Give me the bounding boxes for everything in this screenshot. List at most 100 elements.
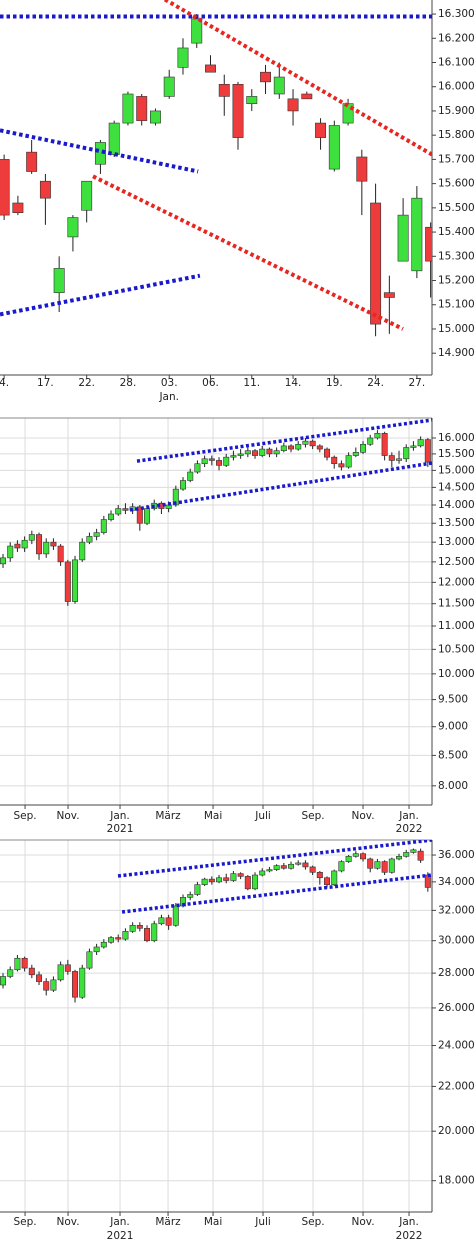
candle-body (122, 508, 129, 511)
candle-body (0, 976, 7, 986)
candle-body (403, 852, 410, 857)
candle-body (12, 202, 24, 213)
candle-body (86, 951, 93, 969)
candle-body (397, 214, 409, 262)
x-tick-label: 27. (409, 377, 426, 389)
y-tick-label: 12.500 (438, 556, 475, 568)
candle-body (246, 96, 258, 104)
trendline (0, 128, 199, 174)
candle-body (352, 451, 359, 456)
candle-body (273, 450, 280, 455)
candle-body (230, 455, 237, 458)
candle-body (260, 71, 271, 83)
candle-body (39, 180, 51, 199)
candle-body (374, 433, 381, 439)
candle-body (194, 463, 201, 473)
y-tick-label: 26.000 (438, 1002, 475, 1014)
x-tick-label: Sep. (13, 810, 36, 822)
trendline (0, 273, 201, 317)
candle-body (266, 869, 273, 872)
candle-body (396, 458, 403, 461)
candle-body (115, 937, 122, 940)
candle-body (129, 924, 136, 932)
candle-body (79, 541, 86, 561)
y-tick-label: 8.000 (438, 780, 468, 792)
candle-body (230, 873, 237, 881)
candle-body (122, 931, 129, 940)
candle-body (302, 440, 309, 445)
candle-body (410, 849, 417, 853)
candle-body (100, 941, 107, 948)
x-tick-label: 24. (367, 377, 384, 389)
candle-body (14, 543, 21, 549)
chart-panel: 18.000 20.000 22.000 24.000 26.000 28.000 30.0… (0, 839, 475, 1242)
candle-body (259, 448, 266, 456)
candle-body (21, 539, 28, 549)
x-tick-label: 22. (78, 377, 95, 389)
candle-body (53, 268, 65, 293)
y-tick-label: 12.000 (438, 576, 475, 588)
x-tick-label: Sep. (301, 1216, 324, 1228)
trendline (129, 461, 432, 512)
x-tick-label: Nov. (352, 810, 375, 822)
x-tick-label: 06. (202, 377, 219, 389)
candle-body (72, 971, 79, 998)
candle-body (216, 877, 223, 883)
candle-body (280, 865, 287, 869)
candle-body (381, 861, 388, 873)
candle-body (7, 545, 14, 559)
y-tick-label: 30.000 (438, 935, 475, 947)
trendline (163, 0, 432, 157)
y-tick-label: 15.000 (438, 464, 475, 476)
candle-body (425, 226, 432, 262)
y-tick-label: 16.000 (438, 432, 475, 444)
candle-body (424, 439, 431, 463)
candles (0, 840, 432, 1003)
y-tick-label: 15.500 (438, 448, 475, 460)
x-tick-label: Juli (254, 810, 271, 822)
candle-body (43, 541, 50, 555)
candle-body (14, 957, 21, 971)
candle-body (223, 877, 230, 881)
y-tick-label: 28.000 (438, 967, 475, 979)
candle-body (136, 96, 148, 121)
candles (0, 0, 432, 337)
candle-body (26, 151, 38, 172)
y-tick-label: 36.000 (438, 849, 475, 861)
candle-body (328, 125, 340, 170)
candle-body (288, 445, 295, 450)
candle-body (417, 850, 424, 861)
candle-body (324, 448, 331, 458)
candle-body (57, 964, 64, 981)
candle-body (218, 84, 230, 97)
candle-body (252, 450, 259, 456)
y-tick-label: 15.700 (438, 153, 475, 165)
y-tick-label: 10.000 (438, 668, 475, 680)
candle-body (151, 923, 158, 941)
chart-panel: 14.900 15.000 15.100 15.200 15.300 15.400 15.5… (0, 0, 475, 403)
y-tick-label: 13.000 (438, 536, 475, 548)
candle-body (191, 18, 203, 44)
candle-body (163, 76, 175, 97)
x-tick-label: Jan. (398, 810, 419, 822)
x-tick-label: Juli (254, 1216, 271, 1228)
candle-body (144, 508, 151, 524)
candle-body (273, 865, 280, 870)
candle-body (50, 541, 57, 547)
candle-body (108, 937, 115, 943)
candle-body (43, 981, 50, 991)
candles (0, 418, 432, 606)
candle-body (136, 924, 143, 929)
candle-body (316, 445, 323, 450)
y-tick-label: 9.000 (438, 721, 468, 733)
x-tick-label: 14. (285, 377, 302, 389)
y-tick-label: 16.100 (438, 57, 475, 69)
candle-body (367, 437, 374, 445)
y-tick-label: 18.000 (438, 1175, 475, 1187)
x-tick-label-secondary: 2022 (396, 823, 423, 835)
candle-body (324, 877, 331, 885)
x-tick-label: Jan. (109, 810, 130, 822)
candle-body (115, 508, 122, 515)
candle-body (288, 863, 295, 869)
x-tick-label: 11. (243, 377, 260, 389)
